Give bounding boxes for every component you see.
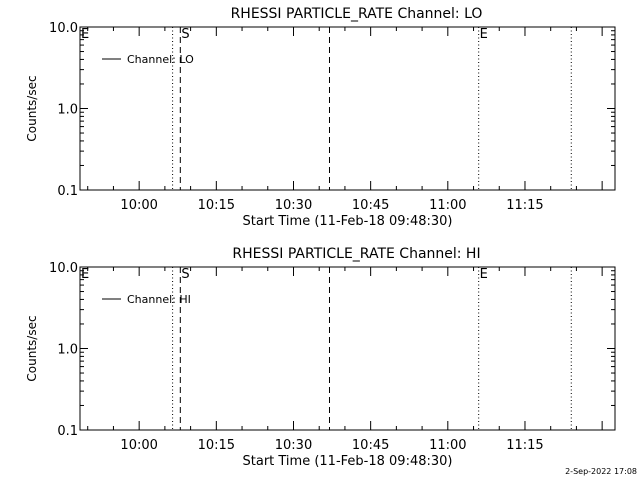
panel1-event-marker-label: S [181, 27, 189, 42]
panel1-x-tick-label: 10:45 [352, 198, 389, 213]
panel1-x-tick-label: 10:00 [120, 198, 157, 213]
panel1-plot-frame [79, 26, 616, 191]
panel2-event-marker-label: E [480, 267, 488, 282]
panel1-y-tick-label: 1.0 [57, 103, 78, 118]
panel2-x-tick-label: 10:15 [198, 438, 235, 453]
panel1-x-tick-label: 10:30 [275, 198, 312, 213]
panel2-x-tick-label: 10:00 [120, 438, 157, 453]
panel2-x-axis-label: Start Time (11-Feb-18 09:48:30) [243, 454, 453, 469]
panel1-x-tick-label: 11:00 [429, 198, 466, 213]
panel2-y-tick-label: 10.0 [49, 261, 78, 276]
panel2-event-marker-label: E [81, 267, 89, 282]
panel2-event-marker-label: S [181, 267, 189, 282]
panel2-legend-entry: Channel: HI [127, 293, 191, 306]
panel1-y-tick-label: 0.1 [57, 184, 78, 199]
panel2-y-tick-label: 0.1 [57, 424, 78, 439]
panel1-x-axis-label: Start Time (11-Feb-18 09:48:30) [243, 214, 453, 229]
panel2-x-tick-label: 10:30 [275, 438, 312, 453]
panel1-event-marker-label: E [81, 27, 89, 42]
panel2-x-tick-label: 11:15 [506, 438, 543, 453]
panel1-chart-title: RHESSI PARTICLE_RATE Channel: LO [231, 6, 483, 22]
panel2-x-tick-label: 10:45 [352, 438, 389, 453]
panel1-x-tick-label: 10:15 [198, 198, 235, 213]
plot-timestamp: 2-Sep-2022 17:08 [565, 467, 637, 476]
panel2-plot-frame [79, 266, 616, 431]
panel2-chart-title: RHESSI PARTICLE_RATE Channel: HI [232, 246, 480, 262]
panel1-y-tick-label: 10.0 [49, 21, 78, 36]
panel1-y-axis-label: Counts/sec [25, 75, 39, 141]
panel2-y-axis-label: Counts/sec [25, 315, 39, 381]
panel1-x-tick-label: 11:15 [506, 198, 543, 213]
panel1-event-marker-label: E [480, 27, 488, 42]
panel2-y-tick-label: 1.0 [57, 343, 78, 358]
panel1-legend-entry: Channel: LO [127, 53, 194, 66]
panel2-x-tick-label: 11:00 [429, 438, 466, 453]
